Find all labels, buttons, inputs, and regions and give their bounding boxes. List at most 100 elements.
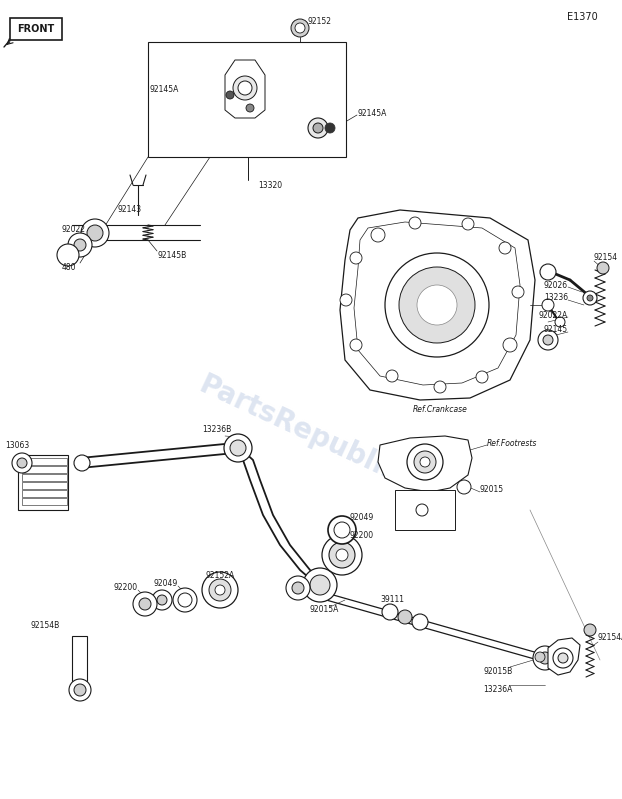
Bar [22,490,67,497]
Circle shape [412,614,428,630]
Text: 92200: 92200 [350,531,374,539]
Polygon shape [225,60,265,118]
Circle shape [555,317,565,327]
Text: 480: 480 [62,264,77,272]
Circle shape [538,330,558,350]
Text: FRONT: FRONT [17,24,55,34]
Circle shape [68,233,92,257]
Polygon shape [378,436,472,492]
Circle shape [350,339,362,351]
Circle shape [420,457,430,467]
Circle shape [295,23,305,33]
Bar [22,474,67,481]
Circle shape [322,535,362,575]
Text: 92145A: 92145A [358,109,388,117]
Bar [18,455,68,510]
Text: 92152A: 92152A [205,570,234,579]
Circle shape [336,549,348,561]
Circle shape [382,604,398,620]
Circle shape [371,228,385,242]
Circle shape [535,652,545,662]
Circle shape [286,576,310,600]
Bar [22,466,67,473]
Circle shape [334,522,350,538]
Circle shape [246,104,254,112]
Circle shape [417,285,457,325]
Circle shape [587,295,593,301]
Text: 92143: 92143 [118,205,142,214]
Polygon shape [340,210,535,400]
Circle shape [226,91,234,99]
Circle shape [350,252,362,264]
Circle shape [139,598,151,610]
Text: 92049: 92049 [350,514,374,523]
Circle shape [157,595,167,605]
Circle shape [69,679,91,701]
Text: 92152: 92152 [307,18,331,26]
Circle shape [584,624,596,636]
Text: 92015B: 92015B [483,667,513,677]
Circle shape [539,652,551,664]
Circle shape [499,242,511,254]
Circle shape [81,219,109,247]
Polygon shape [548,638,580,675]
Circle shape [409,217,421,229]
Circle shape [414,451,436,473]
Circle shape [303,568,337,602]
Circle shape [553,648,573,668]
Bar [22,498,67,505]
Circle shape [17,458,27,468]
Circle shape [224,434,252,462]
Text: 92145A: 92145A [150,85,179,94]
Bar [22,482,67,489]
Text: 92015: 92015 [480,486,504,495]
Text: 92154A: 92154A [598,634,622,642]
Bar [72,636,87,681]
Circle shape [416,504,428,516]
Circle shape [215,585,225,595]
Text: 92154: 92154 [594,253,618,263]
Circle shape [178,593,192,607]
Text: 13236: 13236 [544,293,568,303]
Circle shape [558,653,568,663]
Circle shape [209,579,231,601]
Text: PartsRepublik: PartsRepublik [195,371,406,489]
Text: 13320: 13320 [258,181,282,189]
Text: E1370: E1370 [567,12,598,22]
Circle shape [340,294,352,306]
Circle shape [325,123,335,133]
Circle shape [238,81,252,95]
Circle shape [173,588,197,612]
Circle shape [597,262,609,274]
Circle shape [533,646,557,670]
Text: 92049: 92049 [154,578,178,587]
Circle shape [87,225,103,241]
Circle shape [386,370,398,382]
Circle shape [540,264,556,280]
Text: 92145B: 92145B [158,252,187,260]
Circle shape [310,575,330,595]
Text: 92022A: 92022A [539,311,568,320]
Circle shape [74,239,86,251]
Circle shape [385,253,489,357]
Text: 13063: 13063 [5,440,29,450]
Circle shape [583,291,597,305]
Text: Ref.Footrests: Ref.Footrests [487,439,537,447]
Bar [148,42,346,157]
Circle shape [74,455,90,471]
Circle shape [233,76,257,100]
Circle shape [152,590,172,610]
Circle shape [329,542,355,568]
Polygon shape [354,222,520,385]
Text: 13236B: 13236B [202,426,231,435]
Circle shape [308,118,328,138]
Bar [22,458,67,465]
Circle shape [57,244,79,266]
Circle shape [202,572,238,608]
Circle shape [398,610,412,624]
Circle shape [434,381,446,393]
Text: 92154B: 92154B [30,621,60,630]
Polygon shape [10,18,62,40]
Circle shape [74,684,86,696]
Text: 92022: 92022 [62,225,86,234]
